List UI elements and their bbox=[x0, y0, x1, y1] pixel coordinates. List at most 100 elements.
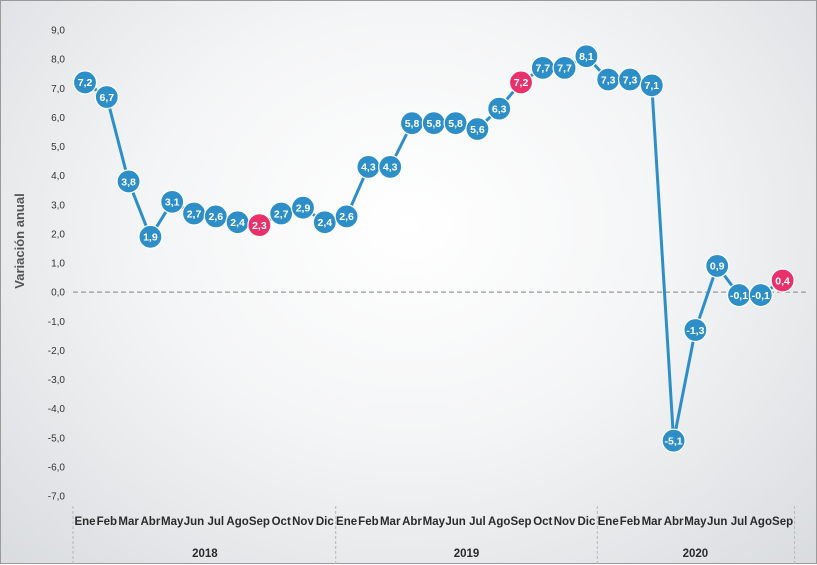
data-label: 3,1 bbox=[165, 197, 180, 209]
x-tick-label: Sep bbox=[510, 516, 531, 528]
x-tick-label: Feb bbox=[97, 516, 117, 528]
data-point: -1,3 bbox=[683, 317, 708, 343]
y-tick-label: 9,0 bbox=[51, 26, 65, 37]
data-point: 0,4 bbox=[770, 268, 795, 293]
point-marker bbox=[661, 428, 686, 453]
y-tick-label: -2,0 bbox=[48, 346, 66, 357]
data-point: 8,1 bbox=[574, 44, 599, 69]
data-label: 5,8 bbox=[426, 118, 441, 130]
point-marker bbox=[334, 204, 359, 229]
point-marker bbox=[94, 84, 119, 110]
point-marker bbox=[487, 96, 512, 121]
data-label: 5,6 bbox=[470, 124, 485, 136]
data-point: 4,3 bbox=[378, 154, 403, 179]
data-label: -5,1 bbox=[665, 435, 683, 447]
x-tick-label: Ago bbox=[750, 516, 772, 528]
point-marker bbox=[290, 195, 316, 220]
point-marker bbox=[116, 169, 141, 194]
y-tick-label: 5,0 bbox=[51, 142, 65, 153]
highlighted-marker bbox=[770, 268, 795, 293]
data-point: 7,2 bbox=[508, 70, 534, 95]
x-tick-label: Feb bbox=[620, 516, 640, 528]
data-point: 2,4 bbox=[225, 210, 250, 235]
data-point: 2,4 bbox=[312, 210, 337, 235]
data-point: 2,7 bbox=[269, 201, 294, 226]
data-label: -0,1 bbox=[752, 290, 770, 302]
data-point: 5,6 bbox=[465, 116, 490, 142]
data-label: 4,3 bbox=[361, 162, 376, 174]
x-tick-label: Abr bbox=[664, 516, 684, 528]
data-point: 5,8 bbox=[421, 111, 446, 136]
point-marker bbox=[574, 44, 599, 69]
point-marker bbox=[552, 55, 577, 80]
point-marker bbox=[160, 189, 185, 214]
data-point: 7,3 bbox=[596, 67, 621, 92]
point-marker bbox=[639, 73, 664, 98]
data-label: 2,9 bbox=[296, 202, 311, 214]
data-point: 2,7 bbox=[181, 201, 207, 226]
data-label: 7,3 bbox=[601, 74, 616, 86]
data-label: 4,3 bbox=[383, 162, 398, 174]
y-tick-label: 7,0 bbox=[51, 84, 65, 95]
x-tick-label: Nov bbox=[554, 516, 576, 528]
y-tick-label: 1,0 bbox=[51, 259, 65, 270]
data-label: 5,8 bbox=[405, 118, 420, 130]
data-label: 7,7 bbox=[557, 63, 572, 75]
data-point: 6,3 bbox=[487, 96, 512, 121]
data-label: 7,2 bbox=[514, 77, 529, 89]
data-point: 1,9 bbox=[138, 224, 163, 249]
data-point: 3,1 bbox=[160, 189, 185, 214]
x-tick-label: Dic bbox=[316, 516, 335, 528]
point-marker bbox=[378, 154, 403, 179]
data-point: -5,1 bbox=[661, 428, 686, 453]
data-point: 7,7 bbox=[552, 55, 577, 80]
highlighted-marker bbox=[247, 213, 272, 238]
data-label: 2,3 bbox=[252, 220, 267, 232]
data-label: 1,9 bbox=[143, 232, 158, 244]
x-tick-label: Abr bbox=[402, 516, 422, 528]
x-tick-label: Ene bbox=[336, 516, 357, 528]
data-point: 5,8 bbox=[399, 111, 425, 136]
x-tick-label: Jun bbox=[184, 516, 204, 528]
data-point: 4,3 bbox=[356, 154, 381, 179]
data-label: 2,7 bbox=[274, 208, 289, 220]
data-point: 5,8 bbox=[443, 111, 468, 136]
x-tick-label: Dic bbox=[577, 516, 596, 528]
y-tick-label: -7,0 bbox=[48, 492, 66, 503]
x-tick-label: Jun bbox=[707, 516, 727, 528]
data-point: -0,1 bbox=[726, 282, 752, 308]
data-label: 3,8 bbox=[121, 176, 136, 188]
y-tick-label: 8,0 bbox=[51, 55, 65, 66]
data-point: 2,3 bbox=[247, 213, 272, 238]
x-tick-label: Ago bbox=[226, 516, 248, 528]
x-axis: Ene Feb Mar Abr May Jun Jul Ago Sep Oct Nov Dic Ene F… bbox=[72, 506, 796, 565]
y-tick-label: 3,0 bbox=[51, 200, 65, 211]
data-label: 7,1 bbox=[644, 80, 659, 92]
data-point: 2,9 bbox=[290, 195, 316, 220]
data-label: -0,1 bbox=[730, 290, 748, 302]
x-tick-label: Oct bbox=[533, 516, 552, 528]
data-label: -1,3 bbox=[686, 325, 704, 337]
year-label: 2018 bbox=[192, 548, 218, 560]
data-point: -0,1 bbox=[748, 282, 773, 308]
x-tick-label: Sep bbox=[249, 516, 270, 528]
x-tick-label: May bbox=[684, 516, 707, 528]
x-tick-label: Ago bbox=[488, 516, 510, 528]
data-label: 8,1 bbox=[579, 51, 594, 63]
x-tick-label: Mar bbox=[118, 516, 139, 528]
x-tick-label: Jun bbox=[445, 516, 465, 528]
y-axis-title: Variación anual bbox=[12, 193, 27, 288]
data-label: 0,4 bbox=[775, 275, 790, 287]
x-tick-label: Abr bbox=[140, 516, 160, 528]
x-tick-label: Mar bbox=[642, 516, 663, 528]
point-marker bbox=[465, 116, 490, 142]
point-marker bbox=[72, 70, 98, 95]
y-tick-label: -5,0 bbox=[48, 433, 66, 444]
data-label: 2,7 bbox=[187, 208, 202, 220]
data-point: 7,1 bbox=[639, 73, 664, 98]
y-tick-label: -6,0 bbox=[48, 462, 66, 473]
y-tick-label: 4,0 bbox=[51, 171, 65, 182]
point-marker bbox=[138, 224, 163, 249]
